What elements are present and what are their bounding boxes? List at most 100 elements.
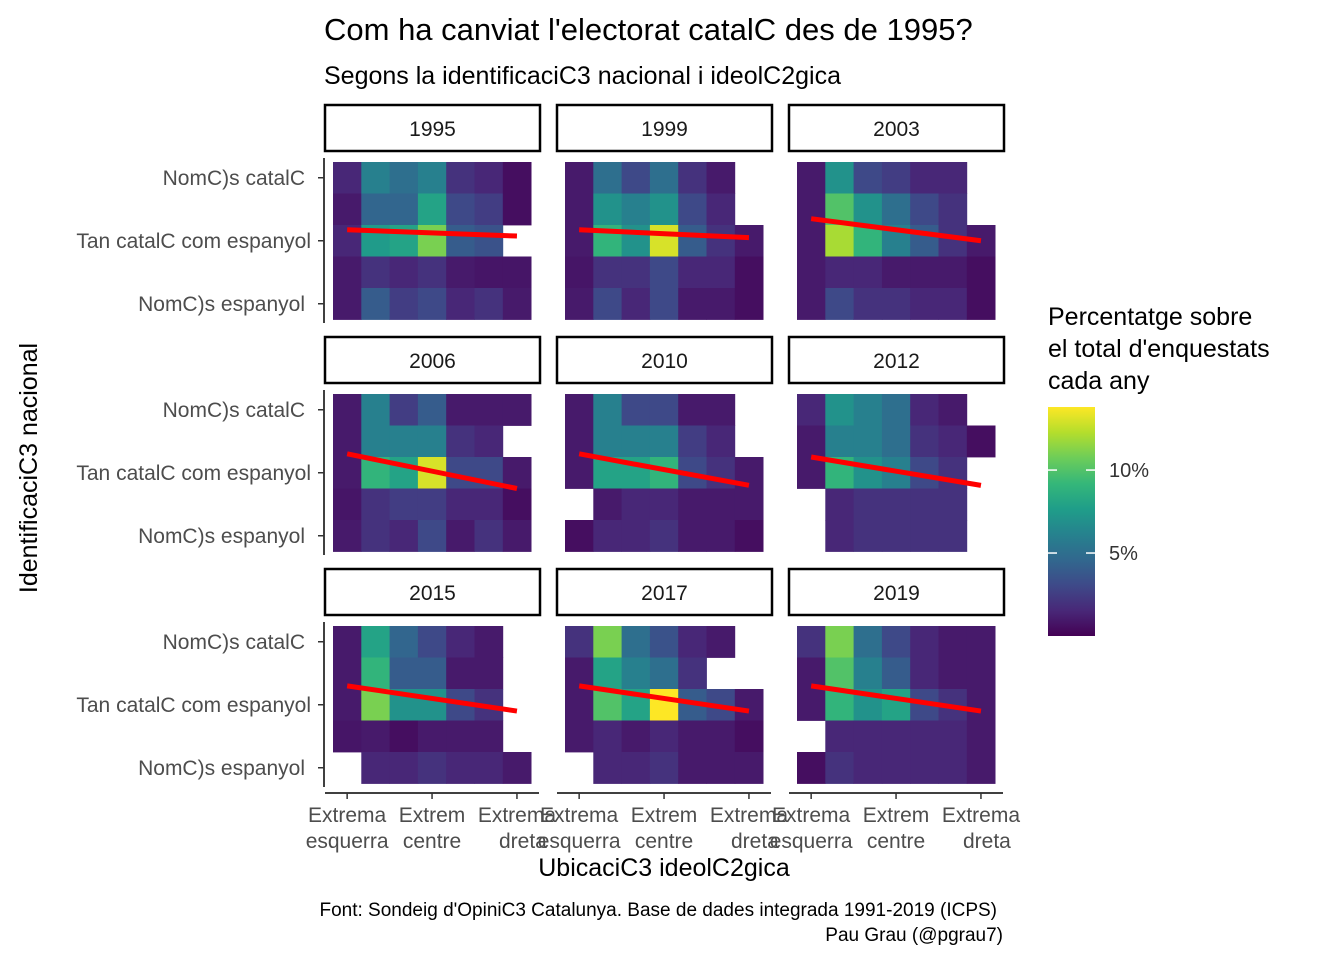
heatmap-cell	[910, 752, 939, 784]
heatmap-cell	[446, 288, 475, 320]
facet-strip-label: 1995	[409, 118, 456, 141]
panel-2017: 2017 Extrema esquerra Extrem centre Extrema dr…	[538, 567, 788, 853]
panel-2019: 2019 Extrema esquerra Extrem centre Extrema dr…	[770, 567, 1020, 853]
y-tick-label: NomC)s catalC	[163, 167, 305, 190]
heatmap-cell	[910, 256, 939, 289]
heatmap-cell	[797, 394, 826, 426]
y-tick-label: Tan catalC com espanyol	[76, 462, 311, 485]
heatmap-cell	[333, 193, 362, 226]
heatmap-cell	[333, 425, 362, 458]
heatmap-cell	[389, 425, 419, 458]
heatmap-cell	[502, 457, 532, 489]
heatmap-cell	[621, 394, 651, 426]
heatmap-cell	[446, 626, 475, 658]
heatmap-cell	[734, 488, 764, 521]
heatmap-cell	[938, 488, 968, 521]
heatmap-cell	[966, 626, 996, 658]
heatmap-cell	[825, 752, 854, 784]
heatmap-cell	[417, 256, 447, 289]
legend-ticks: 5% 10%	[1048, 460, 1149, 565]
heatmap-cell	[853, 162, 883, 194]
heatmap-cell	[474, 225, 504, 257]
chart-subtitle: Segons la identificaciC3 nacional i ideo…	[324, 62, 841, 90]
heatmap-cell	[734, 752, 764, 784]
heatmap-cell	[853, 457, 883, 489]
y-tick-label: NomC)s espanyol	[138, 757, 305, 780]
heatmap-cell	[966, 425, 996, 458]
heatmap-cell	[706, 720, 736, 753]
heatmap-cell	[734, 288, 764, 320]
heatmap-cell	[446, 488, 475, 521]
heatmap-cell	[565, 394, 594, 426]
facet-strip	[555, 103, 774, 153]
x-tick-label-line1: Extrema	[308, 804, 387, 827]
heatmap-cell	[446, 193, 475, 226]
heatmap-cell	[734, 689, 764, 721]
heatmap-cell	[797, 288, 826, 320]
heatmap-cell	[593, 162, 622, 194]
heatmap-cell	[825, 288, 854, 320]
heatmap-cell	[938, 720, 968, 753]
heatmap-cell	[502, 193, 532, 226]
heatmap-cell	[593, 394, 622, 426]
heatmap-cell	[474, 394, 504, 426]
heatmap-cell	[621, 162, 651, 194]
heatmap-cell	[966, 752, 996, 784]
heatmap-cell	[417, 193, 447, 226]
heatmap-cell	[649, 394, 679, 426]
x-axis-title: UbicaciC3 ideolC2gica	[538, 854, 790, 882]
heatmap-cell	[417, 689, 447, 721]
heatmap-cell	[333, 288, 362, 320]
heatmap-cell	[938, 626, 968, 658]
heatmap-cell	[853, 425, 883, 458]
heatmap-cell	[474, 752, 504, 784]
facet-strip-label: 2012	[873, 350, 920, 373]
heatmap-cell	[649, 626, 679, 658]
y-axis-title: IdentificaciC3 nacional	[15, 343, 43, 593]
heatmap-cell	[417, 425, 447, 458]
y-tick-label: Tan catalC com espanyol	[76, 694, 311, 717]
heatmap-cell	[938, 520, 968, 552]
heatmap-cell	[621, 288, 651, 320]
heatmap-cell	[502, 256, 532, 289]
heatmap-cell	[389, 626, 419, 658]
trend-line	[810, 683, 982, 714]
heatmap-cell	[649, 288, 679, 320]
facet-strip	[787, 103, 1006, 153]
heatmap-cell	[825, 488, 854, 521]
heatmap-cell	[938, 394, 968, 426]
trend-line	[810, 454, 982, 488]
facet-strip	[323, 335, 542, 385]
heatmap-cell	[797, 689, 826, 721]
heatmap-cell	[910, 626, 939, 658]
heatmap-cell	[797, 256, 826, 289]
heatmap-cell	[649, 720, 679, 753]
heatmap-cell	[361, 488, 390, 521]
heatmap-cell	[361, 520, 390, 552]
heatmap-cell	[938, 657, 968, 690]
heatmap-cell	[389, 193, 419, 226]
heatmap-cell	[853, 752, 883, 784]
x-tick-label-line2: dreta	[731, 830, 779, 853]
heatmap-cell	[825, 720, 854, 753]
heatmap-cell	[474, 162, 504, 194]
heatmap-cell	[825, 657, 854, 690]
heatmap-cell	[361, 256, 390, 289]
heatmap-cell	[565, 457, 594, 489]
heatmap-cell	[706, 288, 736, 320]
heatmap-cell	[593, 720, 622, 753]
heatmap-cell	[389, 720, 419, 753]
heatmap-cell	[910, 394, 939, 426]
heatmap-cell	[966, 689, 996, 721]
heatmap-cell	[361, 720, 390, 753]
heatmap-cell	[593, 657, 622, 690]
heatmap-cell	[417, 394, 447, 426]
heatmap-cell	[678, 225, 707, 257]
heatmap-cell	[910, 520, 939, 552]
heatmap-cell	[621, 520, 651, 552]
heatmap-cell	[881, 193, 911, 226]
facet-strip	[787, 567, 1006, 617]
x-tick-label-line2: centre	[867, 830, 925, 853]
facet-strip-label: 2017	[641, 582, 688, 605]
caption-source: Font: Sondeig d'OpiniC3 Catalunya. Base …	[319, 900, 997, 921]
